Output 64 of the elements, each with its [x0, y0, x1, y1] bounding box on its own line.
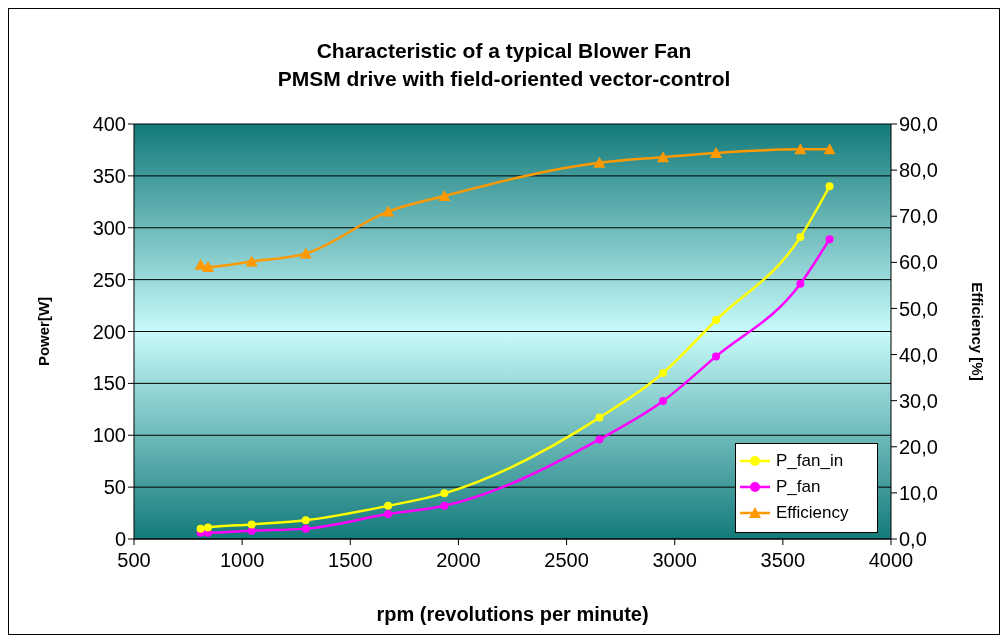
- x-tick-label: 4000: [868, 549, 914, 572]
- y-tick-label: 0: [114, 528, 126, 551]
- x-tick-label: 500: [117, 549, 151, 572]
- point: [301, 524, 310, 533]
- x-tick-label: 2500: [544, 549, 589, 572]
- point: [595, 435, 604, 444]
- y-axis-title: Power[W]: [35, 296, 53, 367]
- point: [595, 413, 604, 422]
- y2-tick-label: 10,0: [899, 481, 938, 504]
- legend-label: P_fan_in: [776, 450, 844, 472]
- point: [710, 147, 723, 159]
- point: [796, 233, 805, 242]
- point: [384, 510, 393, 519]
- point: [440, 489, 449, 498]
- y2-tick-label: 80,0: [899, 159, 938, 182]
- x-tick-label: 1500: [328, 549, 373, 572]
- point: [382, 205, 395, 217]
- y2-axis-title: Efficiency [%]: [968, 282, 986, 381]
- y-tick-label: 100: [92, 424, 126, 447]
- y2-tick-label: 90,0: [899, 113, 938, 136]
- point: [825, 235, 834, 244]
- y2-tick-label: 50,0: [899, 297, 938, 320]
- point: [659, 369, 668, 377]
- y-tick-label: 200: [92, 320, 126, 343]
- x-tick-label: 1000: [219, 549, 265, 572]
- y-tick-label: 300: [92, 216, 126, 239]
- chart-title: Characteristic of a typical Blower Fan PMSM drive with field-oriented vector-control: [276, 38, 732, 92]
- x-tick-label: 3000: [652, 549, 697, 572]
- point: [247, 520, 256, 529]
- y2-tick-label: 30,0: [899, 389, 938, 412]
- point: [440, 501, 449, 510]
- point: [657, 151, 670, 163]
- y-tick-label: 350: [92, 164, 126, 187]
- x-axis-title: rpm (revolutions per minute): [376, 603, 649, 625]
- point: [794, 143, 807, 155]
- point: [593, 156, 606, 168]
- y2-tick-label: 0,0: [899, 528, 927, 551]
- x-tick-label: 2000: [436, 549, 481, 572]
- point: [438, 189, 451, 201]
- point: [823, 143, 836, 155]
- point: [384, 501, 393, 510]
- point: [203, 523, 212, 532]
- legend-label: Efficiency: [776, 502, 849, 524]
- point: [247, 526, 256, 535]
- y2-tick-label: 40,0: [899, 343, 938, 366]
- point: [245, 255, 258, 267]
- point: [796, 279, 805, 288]
- point: [712, 316, 721, 325]
- y-tick-label: 50: [103, 476, 126, 499]
- point: [659, 397, 668, 406]
- y2-tick-label: 70,0: [899, 205, 938, 228]
- point: [825, 182, 834, 191]
- point: [299, 247, 312, 259]
- point: [301, 516, 310, 525]
- y-tick-label: 250: [92, 268, 126, 291]
- point: [712, 352, 721, 361]
- point: [196, 524, 205, 533]
- y2-tick-label: 20,0: [899, 435, 938, 458]
- y2-tick-label: 60,0: [899, 251, 938, 274]
- y-tick-label: 150: [92, 372, 126, 395]
- y-tick-label: 400: [92, 113, 126, 136]
- legend-label: P_fan: [776, 476, 821, 498]
- x-tick-label: 3500: [760, 549, 806, 572]
- point: [201, 260, 214, 272]
